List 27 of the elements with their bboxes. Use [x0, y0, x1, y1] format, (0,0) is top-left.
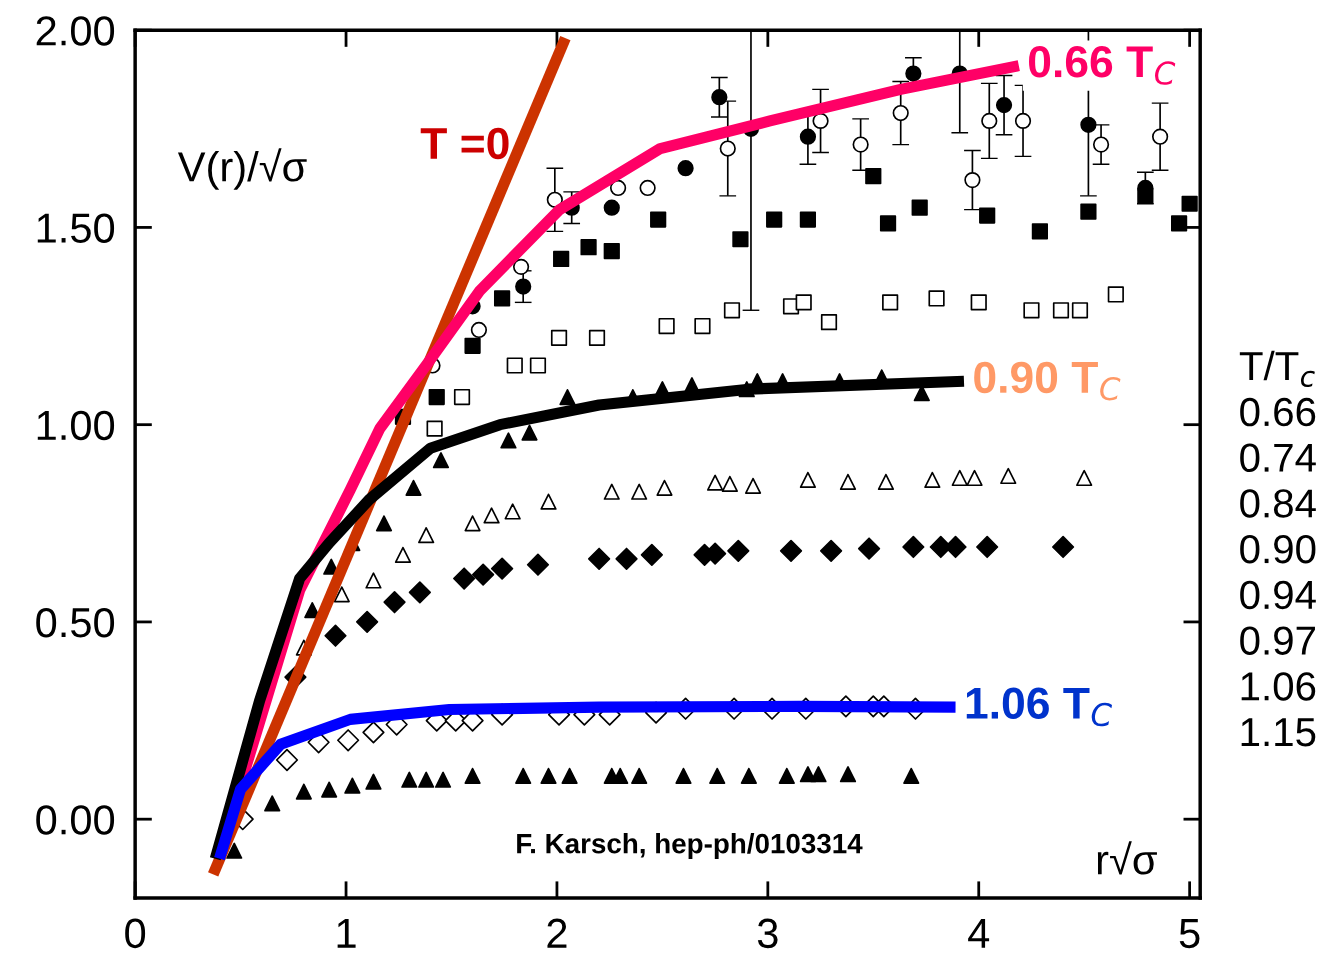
text: 0.84	[1240, 489, 1316, 518]
text: 1.15	[1241, 718, 1316, 747]
x-tick-label: 2	[547, 918, 567, 948]
x-tick-label: 1	[337, 919, 356, 948]
text: 0.90	[1240, 534, 1316, 564]
text: 0.66	[1240, 397, 1316, 427]
annotation: 0.90 T$_{C}$	[974, 361, 1121, 401]
y-tick-label: 0.50	[36, 607, 115, 638]
text: 0.97	[1240, 626, 1315, 655]
x-tick-label: 5	[1179, 919, 1200, 949]
y-tick-label: 0.00	[36, 805, 115, 835]
x-tick-label: 0	[125, 918, 146, 949]
y-tick-label: 1.00	[37, 410, 115, 441]
x-tick-label: 3	[757, 918, 778, 949]
text: T/T$_{c}$	[1239, 350, 1315, 387]
annotation: F. Karsch, hep-ph/0103314	[517, 833, 863, 859]
y-tick-label: 1.50	[37, 213, 115, 243]
annotation: T =0	[420, 127, 509, 160]
text: 1.06	[1241, 672, 1316, 701]
annotation: 1.06 T$_{C}$	[966, 687, 1113, 727]
text: 0.74	[1240, 443, 1316, 473]
x-tick-label: 4	[968, 919, 990, 948]
x-axis-title: r√σ	[1097, 841, 1157, 875]
y-tick-label: 2.00	[36, 16, 115, 46]
y-axis-title: V(r)/√σ	[177, 148, 307, 190]
annotation: 0.66 T$_{C}$	[1029, 46, 1176, 85]
text: 0.94	[1240, 580, 1316, 610]
